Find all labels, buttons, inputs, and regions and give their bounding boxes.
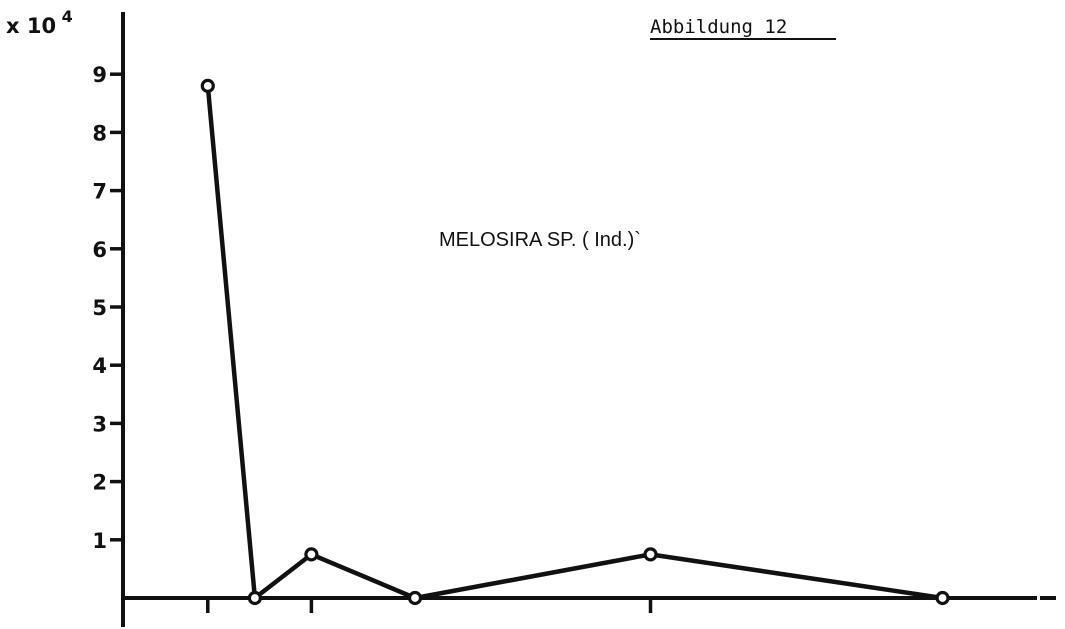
data-point-5 <box>643 547 658 562</box>
y-tick-label-5: 5 <box>92 296 107 320</box>
series-label: MELOSIRA SP. ( Ind.)` <box>439 229 641 251</box>
y-multiplier-exponent: 4 <box>62 7 73 26</box>
y-tick-label-2: 2 <box>92 471 107 495</box>
series-layer <box>200 78 950 606</box>
data-point-3 <box>304 547 319 562</box>
y-tick-label-4: 4 <box>92 354 107 378</box>
x-tick-group <box>206 598 653 613</box>
y-multiplier-label: x 10 4 <box>6 7 73 38</box>
y-tick-label-8: 8 <box>92 121 107 145</box>
data-point-2 <box>247 590 262 606</box>
y-tick-label-3: 3 <box>92 412 107 436</box>
y-tick-label-7: 7 <box>92 180 107 204</box>
figure-title: Abbildung 12 <box>650 16 787 38</box>
y-tick-label-9: 9 <box>92 63 107 87</box>
y-tick-label-1: 1 <box>92 529 107 553</box>
y-tick-group: 1 2 3 4 5 6 7 8 9 <box>92 63 123 553</box>
y-tick-label-6: 6 <box>92 238 107 262</box>
y-multiplier-base: x 10 <box>6 14 56 38</box>
data-point-1 <box>200 78 215 93</box>
data-point-4 <box>407 590 423 606</box>
series-line-1 <box>205 85 943 603</box>
data-point-6 <box>935 590 950 606</box>
